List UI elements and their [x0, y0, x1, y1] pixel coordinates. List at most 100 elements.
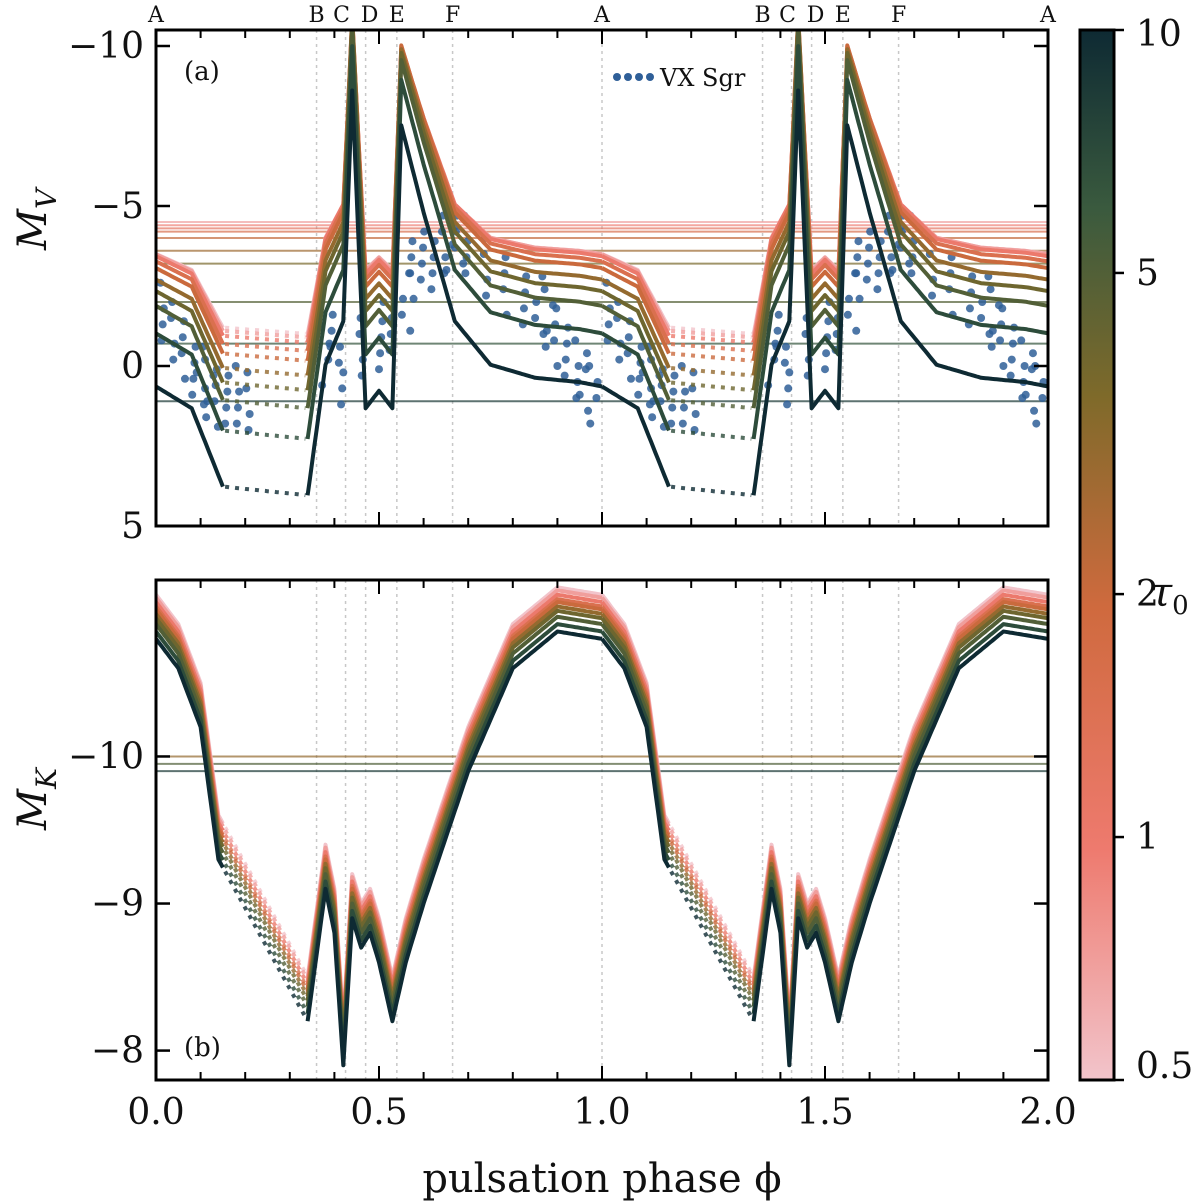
obs-point — [532, 298, 541, 306]
obs-point — [337, 400, 346, 409]
obs-point — [999, 362, 1008, 370]
xtick-label-1: 0.5 — [350, 1092, 407, 1133]
obs-point — [774, 310, 783, 319]
obs-point — [965, 304, 974, 313]
obs-point — [550, 336, 559, 345]
obs-point — [1032, 419, 1041, 428]
obs-point — [667, 419, 676, 428]
model-curve-dashed-a-0 — [225, 325, 752, 336]
obs-point — [855, 294, 864, 303]
obs-point — [592, 394, 601, 402]
model-curve-dashed-b-3 — [223, 838, 754, 986]
obs-point — [784, 384, 793, 393]
phase-label-5: F — [445, 3, 460, 28]
ytick-label-a-1: −5 — [91, 186, 144, 227]
ytick-label-a-3: 5 — [121, 506, 144, 547]
obs-point — [582, 349, 591, 358]
obs-point — [419, 243, 428, 252]
obs-point — [398, 294, 407, 303]
obs-point — [232, 419, 241, 428]
obs-point — [844, 294, 853, 303]
model-curve-dashed-b-7 — [223, 855, 754, 1004]
phase-label-6: A — [593, 3, 611, 28]
obs-point — [482, 291, 491, 300]
obs-point — [996, 336, 1005, 345]
obs-point — [1008, 339, 1017, 348]
model-curve-dashed-b-5 — [223, 845, 754, 994]
obs-point — [428, 269, 437, 278]
obs-point — [188, 390, 197, 399]
legend-marker-3 — [635, 73, 643, 81]
obs-point — [977, 314, 986, 322]
obs-point — [552, 304, 561, 313]
obs-point — [679, 403, 688, 412]
obs-point — [560, 371, 569, 380]
obs-point — [822, 349, 831, 358]
obs-point — [441, 253, 450, 262]
phase-label-9: D — [807, 3, 825, 28]
obs-point — [574, 362, 583, 370]
obs-point — [843, 310, 852, 319]
obs-point — [1030, 406, 1039, 415]
model-curve-a-7 — [156, 30, 1048, 409]
model-curve-a-9 — [156, 88, 1048, 496]
obs-point — [442, 266, 451, 274]
obs-point — [852, 269, 861, 278]
obs-point — [1028, 349, 1037, 358]
obs-point — [397, 310, 406, 319]
obs-point — [678, 419, 687, 428]
model-curve-dashed-a-5 — [224, 366, 752, 378]
obs-point — [339, 368, 348, 377]
model-curve-dashed-a-4 — [225, 351, 752, 363]
x-axis-title: pulsation phase ϕ — [422, 1156, 781, 1202]
obs-point — [575, 390, 584, 399]
obs-point — [624, 333, 633, 342]
model-curve-dashed-a-2 — [224, 333, 752, 345]
obs-point — [223, 387, 232, 396]
xtick-label-3: 1.5 — [796, 1092, 853, 1133]
obs-point — [1020, 362, 1029, 370]
obs-point — [783, 400, 792, 409]
plot-frame-b — [154, 578, 1050, 1082]
obs-point — [519, 304, 528, 313]
obs-point — [681, 387, 690, 396]
colorbar-gradient — [1080, 30, 1114, 1080]
obs-point — [781, 342, 790, 351]
model-curves-a — [156, 30, 1048, 498]
model-curve-dashed-a-6 — [224, 380, 752, 393]
obs-point — [459, 259, 468, 268]
obs-point — [854, 237, 863, 246]
y-axis-title-b: MK — [10, 766, 63, 831]
phase-label-11: F — [891, 3, 906, 28]
legend-marker-2 — [624, 73, 632, 81]
legend-label: VX Sgr — [659, 64, 746, 92]
legend-marker-4 — [646, 73, 654, 81]
model-curve-b-9 — [156, 629, 1048, 1068]
xtick-label-4: 2.0 — [1019, 1092, 1076, 1133]
model-curve-dashed-a-1 — [224, 329, 752, 340]
phase-label-2: C — [333, 3, 350, 28]
phase-label-3: D — [361, 3, 379, 28]
legend: VX Sgr — [613, 64, 746, 92]
obs-point — [821, 365, 829, 374]
obs-point — [245, 410, 254, 418]
obs-point — [634, 390, 643, 399]
obs-point — [542, 326, 551, 335]
obs-point — [224, 371, 233, 380]
model-curve-dashed-b-6 — [223, 850, 754, 998]
obs-point — [888, 266, 897, 274]
y-axis-title-a: MV — [10, 186, 63, 251]
ytick-label-a-2: 0 — [121, 346, 144, 387]
obs-point — [335, 342, 344, 351]
obs-point — [670, 371, 679, 380]
colorbar-ticks: 0.5 1 2 5 10 — [1114, 14, 1193, 1087]
obs-point — [553, 362, 562, 370]
obs-point — [986, 285, 995, 294]
model-curve-dashed-b-4 — [223, 841, 754, 989]
obs-point — [235, 387, 244, 396]
plot-frame-a — [154, 28, 1050, 528]
obs-point — [853, 253, 862, 262]
model-curve-dashed-b-8 — [223, 863, 754, 1011]
